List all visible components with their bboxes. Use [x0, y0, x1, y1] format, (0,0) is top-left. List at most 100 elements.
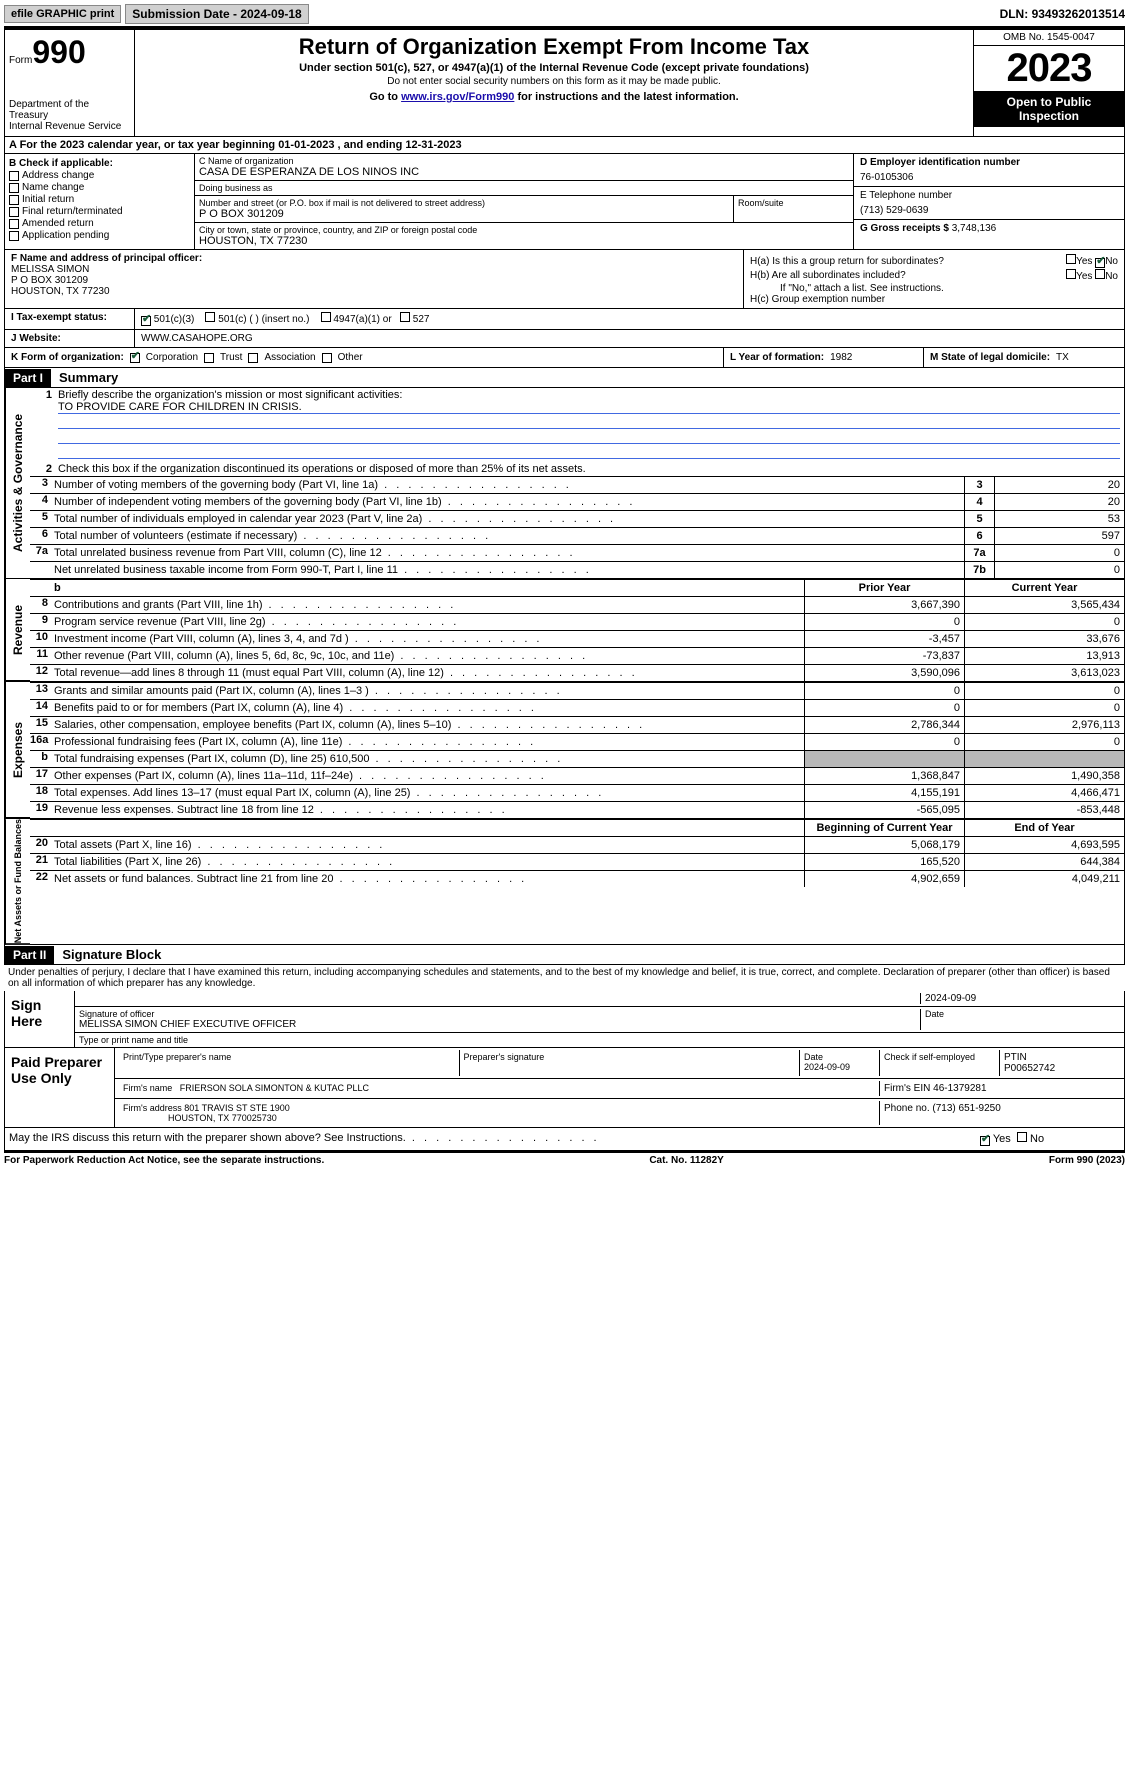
current-17: 1,490,358 [964, 768, 1124, 784]
current-15: 2,976,113 [964, 717, 1124, 733]
boy-21: 165,520 [804, 854, 964, 870]
col-eoy: End of Year [964, 820, 1124, 836]
omb-number: OMB No. 1545-0047 [974, 30, 1124, 46]
prior-18: 4,155,191 [804, 785, 964, 801]
checkbox-ha-yes[interactable] [1066, 254, 1076, 264]
mission-text: TO PROVIDE CARE FOR CHILDREN IN CRISIS. [58, 401, 1120, 414]
prior-17: 1,368,847 [804, 768, 964, 784]
checkbox-app-pending[interactable] [9, 231, 19, 241]
line-17: Other expenses (Part IX, column (A), lin… [54, 768, 804, 784]
tax-year: 2023 [974, 46, 1124, 91]
col-boy: Beginning of Current Year [804, 820, 964, 836]
footer: For Paperwork Reduction Act Notice, see … [4, 1151, 1125, 1168]
prior-9: 0 [804, 614, 964, 630]
irs-link[interactable]: www.irs.gov/Form990 [401, 91, 514, 103]
checkbox-other[interactable] [322, 353, 332, 363]
current-10: 33,676 [964, 631, 1124, 647]
firm-name: FRIERSON SOLA SIMONTON & KUTAC PLLC [180, 1083, 369, 1093]
current-13: 0 [964, 683, 1124, 699]
current-b [964, 751, 1124, 767]
line-7a: Total unrelated business revenue from Pa… [54, 545, 964, 561]
prior-19: -565,095 [804, 802, 964, 818]
line-9: Program service revenue (Part VIII, line… [54, 614, 804, 630]
line-4: Number of independent voting members of … [54, 494, 964, 510]
checkbox-trust[interactable] [204, 353, 214, 363]
section-m: M State of legal domicile: TX [924, 348, 1124, 367]
checkbox-address-change[interactable] [9, 171, 19, 181]
line-5: Total number of individuals employed in … [54, 511, 964, 527]
current-11: 13,913 [964, 648, 1124, 664]
line-18: Total expenses. Add lines 13–17 (must eq… [54, 785, 804, 801]
checkbox-final-return[interactable] [9, 207, 19, 217]
checkbox-501c3[interactable] [141, 316, 151, 326]
boy-22: 4,902,659 [804, 871, 964, 887]
prior-13: 0 [804, 683, 964, 699]
line-10: Investment income (Part VIII, column (A)… [54, 631, 804, 647]
line-b: Total fundraising expenses (Part IX, col… [54, 751, 804, 767]
org-name: CASA DE ESPERANZA DE LOS NINOS INC [199, 166, 849, 178]
current-8: 3,565,434 [964, 597, 1124, 613]
prior-8: 3,667,390 [804, 597, 964, 613]
goto-line: Go to www.irs.gov/Form990 for instructio… [139, 91, 969, 103]
checkbox-name-change[interactable] [9, 183, 19, 193]
val-6: 597 [994, 528, 1124, 544]
val-4: 20 [994, 494, 1124, 510]
section-l: L Year of formation: 1982 [724, 348, 924, 367]
checkbox-association[interactable] [248, 353, 258, 363]
top-bar: efile GRAPHIC print Submission Date - 20… [4, 4, 1125, 29]
sign-date1: 2024-09-09 [920, 993, 1120, 1004]
perjury-declaration: Under penalties of perjury, I declare th… [4, 965, 1125, 991]
checkbox-corporation[interactable] [130, 353, 140, 363]
section-b: B Check if applicable: Address change Na… [5, 154, 195, 249]
current-14: 0 [964, 700, 1124, 716]
vtab-expenses: Expenses [5, 682, 30, 818]
ptin: P00652742 [1004, 1063, 1116, 1074]
checkbox-initial-return[interactable] [9, 195, 19, 205]
checkbox-4947[interactable] [321, 312, 331, 322]
prior-b [804, 751, 964, 767]
prior-15: 2,786,344 [804, 717, 964, 733]
label-i: I Tax-exempt status: [5, 309, 135, 329]
subtitle-1: Under section 501(c), 527, or 4947(a)(1)… [139, 62, 969, 74]
prior-14: 0 [804, 700, 964, 716]
officer-name: MELISSA SIMON [11, 264, 737, 275]
row-a: A For the 2023 calendar year, or tax yea… [4, 137, 1125, 154]
firm-ein: 46-1379281 [933, 1083, 986, 1094]
vtab-net: Net Assets or Fund Balances [5, 819, 30, 944]
part1-header: Part ISummary [4, 368, 1125, 388]
checkbox-527[interactable] [400, 312, 410, 322]
section-f: F Name and address of principal officer:… [5, 250, 744, 308]
val-3: 20 [994, 477, 1124, 493]
line-13: Grants and similar amounts paid (Part IX… [54, 683, 804, 699]
checkbox-hb-yes[interactable] [1066, 269, 1076, 279]
current-12: 3,613,023 [964, 665, 1124, 681]
checkbox-amended[interactable] [9, 219, 19, 229]
checkbox-ha-no[interactable] [1095, 258, 1105, 268]
boy-20: 5,068,179 [804, 837, 964, 853]
line-21: Total liabilities (Part X, line 26) [54, 854, 804, 870]
checkbox-discuss-no[interactable] [1017, 1132, 1027, 1142]
submission-date: Submission Date - 2024-09-18 [125, 4, 308, 24]
telephone: (713) 529-0639 [860, 205, 1118, 216]
val-5: 53 [994, 511, 1124, 527]
tax-exempt-status: 501(c)(3) 501(c) ( ) (insert no.) 4947(a… [135, 309, 1124, 329]
line-11: Other revenue (Part VIII, column (A), li… [54, 648, 804, 664]
section-c: C Name of organizationCASA DE ESPERANZA … [195, 154, 854, 249]
firm-addr1: 801 TRAVIS ST STE 1900 [184, 1103, 290, 1113]
sign-here-label: Sign Here [5, 991, 75, 1047]
line-14: Benefits paid to or for members (Part IX… [54, 700, 804, 716]
prior-12: 3,590,096 [804, 665, 964, 681]
efile-button[interactable]: efile GRAPHIC print [4, 5, 121, 23]
checkbox-discuss-yes[interactable] [980, 1136, 990, 1146]
line-19: Revenue less expenses. Subtract line 18 … [54, 802, 804, 818]
current-18: 4,466,471 [964, 785, 1124, 801]
checkbox-hb-no[interactable] [1095, 269, 1105, 279]
open-to-public: Open to Public Inspection [974, 91, 1124, 127]
vtab-revenue: Revenue [5, 579, 30, 681]
vtab-governance: Activities & Governance [5, 388, 30, 578]
checkbox-501c[interactable] [205, 312, 215, 322]
website: WWW.CASAHOPE.ORG [135, 330, 1124, 347]
section-h: H(a) Is this a group return for subordin… [744, 250, 1124, 308]
line-12: Total revenue—add lines 8 through 11 (mu… [54, 665, 804, 681]
prep-date: 2024-09-09 [804, 1062, 875, 1072]
